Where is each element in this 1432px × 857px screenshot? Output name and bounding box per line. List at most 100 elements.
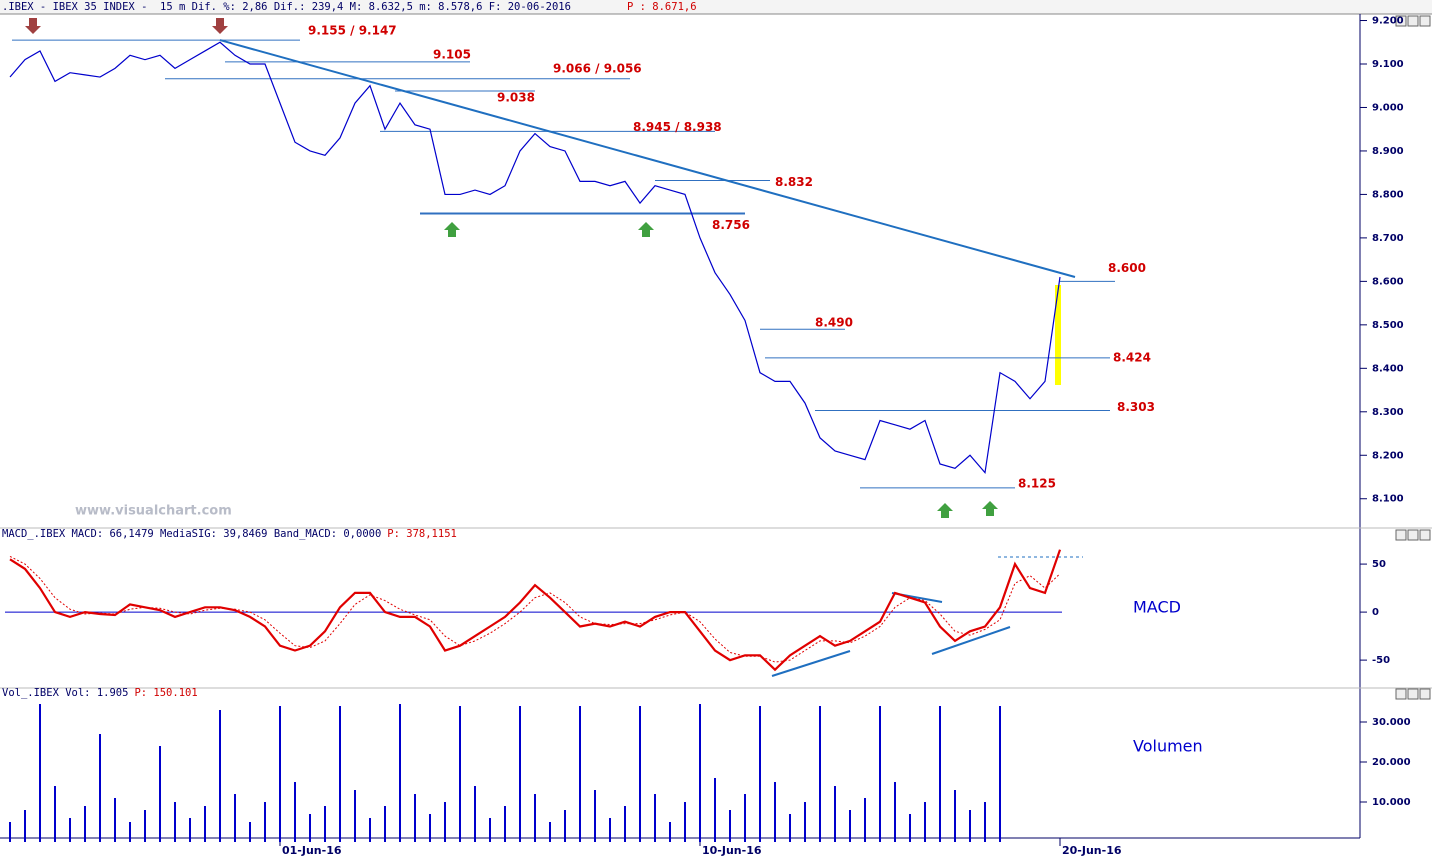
panel-price: P: 378,1151 xyxy=(387,528,457,540)
up-arrow xyxy=(937,503,953,518)
panel-label: Volumen xyxy=(1133,737,1203,756)
bar xyxy=(189,818,191,842)
button[interactable] xyxy=(1419,15,1431,27)
bar xyxy=(999,706,1001,842)
bar xyxy=(234,794,236,842)
bar xyxy=(699,704,701,842)
header-bar xyxy=(0,0,1432,14)
y-tick-label: 8.100 xyxy=(1372,494,1404,505)
bar xyxy=(444,802,446,842)
level-label: 9.105 xyxy=(433,47,471,61)
panel-price: P: 150.101 xyxy=(134,687,197,699)
bar xyxy=(864,798,866,842)
bar xyxy=(684,802,686,842)
bar xyxy=(759,706,761,842)
y-tick-label: 8.800 xyxy=(1372,189,1404,200)
bar xyxy=(24,810,26,842)
bar xyxy=(264,802,266,842)
level-label: 8.756 xyxy=(712,218,750,232)
bar xyxy=(894,782,896,842)
button[interactable] xyxy=(1407,529,1419,541)
bar xyxy=(849,810,851,842)
bar xyxy=(909,814,911,842)
panel-header: Vol_.IBEX Vol: 1.905 xyxy=(2,687,128,699)
header-price: P : 8.671,6 xyxy=(627,1,697,13)
trendline xyxy=(219,39,1076,278)
bar xyxy=(669,822,671,842)
bar xyxy=(534,794,536,842)
button[interactable] xyxy=(1407,688,1419,700)
bar xyxy=(324,806,326,842)
level-label: 9.066 / 9.056 xyxy=(553,61,642,75)
bar xyxy=(159,746,161,842)
y-tick-label: 9.100 xyxy=(1372,59,1404,70)
trendline xyxy=(771,650,851,677)
bar xyxy=(399,704,401,842)
bar xyxy=(39,704,41,842)
y-tick-label: 0 xyxy=(1372,607,1379,618)
button[interactable] xyxy=(1395,529,1407,541)
y-tick-label: 30.000 xyxy=(1372,717,1411,728)
up-arrow xyxy=(444,222,460,237)
y-tick-label: 10.000 xyxy=(1372,797,1411,808)
button[interactable] xyxy=(1419,688,1431,700)
level-label: 8.303 xyxy=(1117,400,1155,414)
level-label: 9.155 / 9.147 xyxy=(308,24,397,38)
y-tick-label: 9.000 xyxy=(1372,102,1404,113)
bar xyxy=(114,798,116,842)
bar xyxy=(309,814,311,842)
bar xyxy=(99,734,101,842)
y-tick-label: 8.300 xyxy=(1372,407,1404,418)
y-tick-label: 8.200 xyxy=(1372,450,1404,461)
level-label: 8.125 xyxy=(1018,476,1056,490)
bar xyxy=(9,822,11,842)
x-tick-label: 10-Jun-16 xyxy=(702,844,762,857)
data-line xyxy=(9,41,1061,475)
bar xyxy=(789,814,791,842)
panel-buttons[interactable] xyxy=(1395,15,1431,700)
button[interactable] xyxy=(1395,688,1407,700)
y-tick-label: -50 xyxy=(1372,655,1390,666)
y-tick-label: 8.500 xyxy=(1372,320,1404,331)
data-line xyxy=(9,549,1062,672)
up-arrow xyxy=(982,501,998,516)
bar xyxy=(129,822,131,842)
down-arrow xyxy=(25,18,41,34)
bar xyxy=(294,782,296,842)
bar xyxy=(519,706,521,842)
bar xyxy=(834,786,836,842)
button[interactable] xyxy=(1419,529,1431,541)
bar xyxy=(144,810,146,842)
bar xyxy=(459,706,461,842)
bar xyxy=(924,802,926,842)
bar xyxy=(354,790,356,842)
watermark: www.visualchart.com xyxy=(75,504,232,519)
x-tick-label: 20-Jun-16 xyxy=(1062,844,1122,857)
button[interactable] xyxy=(1407,15,1419,27)
y-tick-label: 9.200 xyxy=(1372,16,1404,27)
y-tick-label: 8.900 xyxy=(1372,146,1404,157)
bar xyxy=(414,794,416,842)
bar xyxy=(594,790,596,842)
bar xyxy=(774,782,776,842)
bar xyxy=(744,794,746,842)
x-tick-label: 01-Jun-16 xyxy=(282,844,342,857)
macd-trendlines xyxy=(771,592,1011,677)
bar xyxy=(624,806,626,842)
y-tick-label: 8.600 xyxy=(1372,276,1404,287)
y-tick-label: 50 xyxy=(1372,559,1386,570)
bar xyxy=(984,802,986,842)
level-label: 8.424 xyxy=(1113,350,1151,364)
y-tick-label: 20.000 xyxy=(1372,757,1411,768)
bar xyxy=(954,790,956,842)
bar xyxy=(804,802,806,842)
y-tick-label: 8.700 xyxy=(1372,233,1404,244)
panel-label: MACD xyxy=(1133,598,1181,617)
bar xyxy=(489,818,491,842)
bar xyxy=(69,818,71,842)
bar xyxy=(609,818,611,842)
highlight-bar xyxy=(1055,285,1061,385)
level-label: 8.945 / 8.938 xyxy=(633,120,722,134)
button[interactable] xyxy=(1395,15,1407,27)
bar xyxy=(84,806,86,842)
